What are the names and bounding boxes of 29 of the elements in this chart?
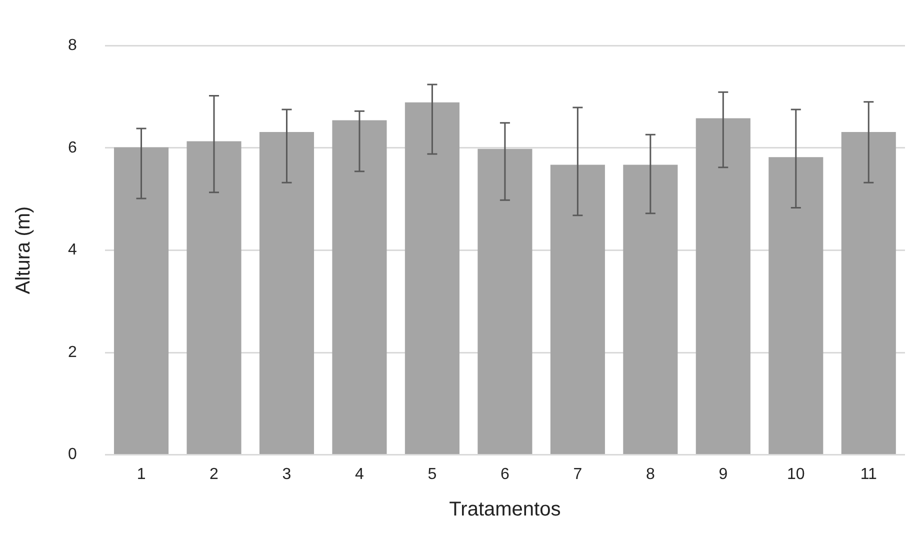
bar [696,118,750,454]
x-tick-label: 10 [786,466,805,483]
bar [114,147,169,454]
x-tick-label: 4 [355,466,364,483]
y-tick-label: 2 [68,344,77,361]
x-tick-label: 8 [646,466,655,483]
y-tick-label: 4 [68,242,77,259]
x-tick-label: 9 [718,466,728,483]
bar [623,164,678,454]
y-tick-label: 6 [68,139,77,156]
x-tick-label: 3 [282,466,292,483]
bar [404,102,460,454]
x-axis-title: Tratamentos [449,498,561,521]
y-tick-label: 8 [68,37,77,54]
x-tick-label: 2 [210,466,219,483]
x-tick-label: 1 [136,466,146,483]
bar [259,132,314,454]
bar [332,120,387,454]
bar [841,132,896,454]
bar [478,148,532,454]
y-axis-title: Altura (m) [12,206,35,294]
x-tick-label: 5 [428,466,437,483]
x-tick-label: 7 [573,466,582,483]
y-tick-label: 0 [68,446,77,464]
bar [186,141,242,454]
x-tick-label: 11 [860,466,878,483]
bar [550,164,605,454]
x-tick-label: 6 [500,466,510,483]
bar [768,157,824,454]
